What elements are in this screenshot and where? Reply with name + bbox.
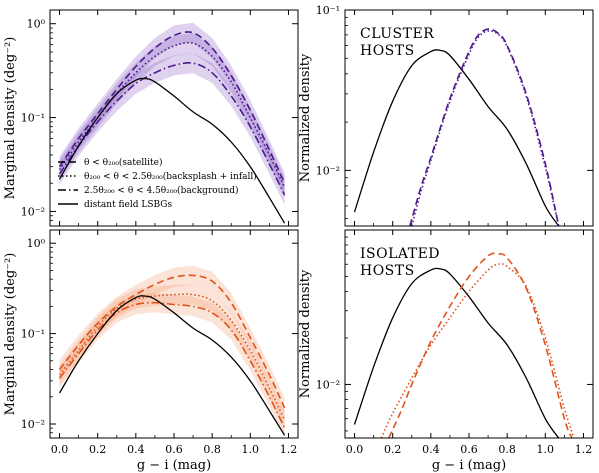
- y-axis-label: Normalized density: [298, 269, 313, 398]
- x-tick-label: 0.0: [346, 443, 364, 456]
- x-tick-label: 0.4: [127, 443, 145, 456]
- series-line-dashed: [58, 31, 286, 184]
- legend-label: distant field LSBGs: [84, 200, 172, 210]
- x-tick-label: 0.2: [89, 443, 107, 456]
- series-line-dashed: [58, 274, 286, 409]
- y-axis-label: Marginal density (deg⁻²): [3, 253, 18, 416]
- x-tick-label: 0.4: [422, 443, 440, 456]
- panel-annotation: ISOLATED: [360, 246, 440, 262]
- series-line-solid: [353, 49, 560, 226]
- series-line-dotted: [411, 30, 560, 226]
- y-tick-label: 10⁻¹: [21, 328, 45, 341]
- y-tick-label: 10⁻²: [21, 205, 45, 218]
- plot-area: [58, 22, 286, 224]
- panel-bottom-left: 0.0 0.2 0.4 0.6 0.8 1.0 1.2 10⁻² 10⁻¹ 10⁰ Marginal…: [3, 229, 299, 473]
- x-axis-label: g − i (mag): [432, 458, 506, 473]
- y-axis-label: Marginal density (deg⁻²): [3, 37, 18, 200]
- uncertainty-band-1: [59, 284, 285, 430]
- x-tick-label: 1.0: [537, 443, 555, 456]
- x-tick-label: 1.2: [575, 443, 593, 456]
- series-line-solid: [58, 295, 286, 436]
- x-axis-label: g − i (mag): [137, 458, 211, 473]
- panel-top-left: 10⁻² 10⁻¹ 10⁰ Marginal density (deg⁻²) θ < θ…: [3, 9, 299, 227]
- y-tick-label: 10⁻²: [316, 164, 340, 177]
- series-line-dotted: [380, 262, 575, 438]
- plot-area: [353, 252, 575, 438]
- uncertainty-band-2: [59, 293, 285, 438]
- legend-label: θ₂₀₀ < θ < 2.5θ₂₀₀(backsplash + infall): [84, 171, 257, 182]
- y-tick-label: 10⁻²: [316, 378, 340, 391]
- plot-area: [58, 265, 286, 438]
- y-tick-label: 10⁰: [27, 18, 46, 31]
- x-tick-label: 0.0: [51, 443, 69, 456]
- legend-label: 2.5θ₂₀₀ < θ < 4.5θ₂₀₀(background): [84, 185, 239, 196]
- panel-annotation: HOSTS: [360, 43, 415, 59]
- plot-area: [353, 28, 560, 226]
- uncertainty-band-2: [59, 53, 285, 205]
- panel-annotation: CLUSTER: [360, 26, 434, 42]
- y-tick-label: 10⁻¹: [21, 112, 45, 125]
- series-line-dashdot: [58, 61, 286, 196]
- uncertainty-band-1: [59, 33, 285, 198]
- y-axis-label: Normalized density: [298, 53, 313, 182]
- series-line-dashed: [409, 28, 560, 226]
- uncertainty-band-0: [59, 22, 285, 194]
- x-tick-label: 0.6: [460, 443, 478, 456]
- x-tick-label: 0.2: [384, 443, 402, 456]
- x-tick-label: 0.6: [165, 443, 183, 456]
- x-tick-label: 0.8: [498, 443, 516, 456]
- legend-label: θ < θ₂₀₀(satellite): [84, 157, 162, 168]
- series-line-dashdot: [58, 301, 286, 429]
- x-tick-label: 1.0: [242, 443, 260, 456]
- y-tick-label: 10⁻¹: [316, 4, 340, 17]
- x-tick-label: 0.8: [203, 443, 221, 456]
- series-line-solid: [353, 267, 560, 438]
- legend: θ < θ₂₀₀(satellite) θ₂₀₀ < θ < 2.5θ₂₀₀(ba…: [58, 157, 257, 210]
- panel-annotation: HOSTS: [360, 263, 415, 279]
- y-tick-label: 10⁻²: [21, 418, 45, 431]
- x-tick-label: 1.2: [280, 443, 298, 456]
- series-line-dashed: [388, 252, 573, 438]
- y-tick-label: 10⁰: [27, 237, 46, 250]
- uncertainty-band-0: [59, 265, 285, 418]
- series-line-solid: [58, 77, 286, 224]
